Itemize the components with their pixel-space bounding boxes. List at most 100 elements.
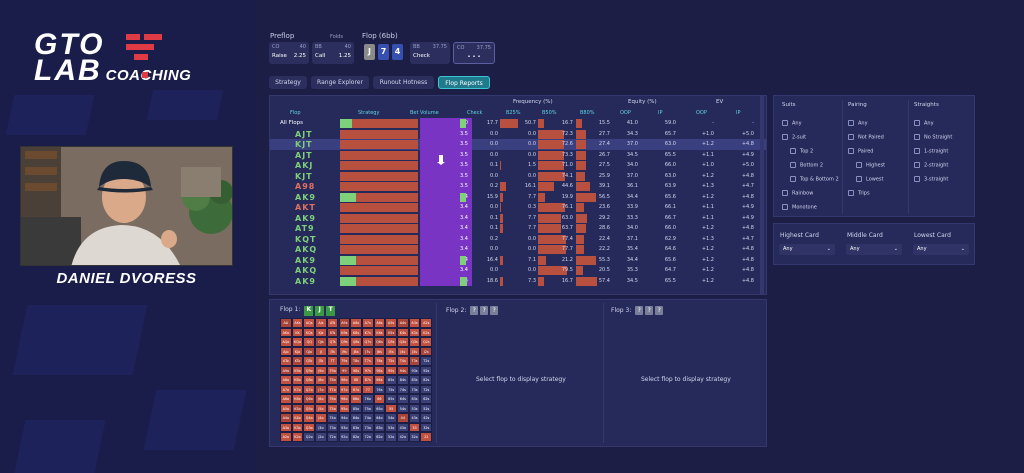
range-cell[interactable]: 92o	[338, 432, 351, 442]
range-cell[interactable]: 32s	[420, 422, 433, 432]
range-cell[interactable]: Q4s	[397, 337, 409, 347]
range-cell[interactable]: KJs	[315, 327, 327, 337]
filter-suits-option[interactable]: 2-suit	[782, 134, 806, 141]
tab-flop-reports[interactable]: Flop Reports	[438, 76, 490, 89]
filter-suits-option[interactable]: Top 2	[790, 148, 813, 155]
range-cell[interactable]: 66	[373, 394, 386, 404]
filter-pairing-option[interactable]: Not Paired	[848, 134, 884, 141]
range-cell[interactable]: 96o	[338, 394, 351, 404]
range-cell[interactable]: A5s	[385, 318, 397, 328]
range-cell[interactable]: 65s	[385, 394, 397, 404]
range-cell[interactable]: K3s	[408, 327, 421, 337]
range-cell[interactable]: QTo	[303, 356, 316, 366]
range-cell[interactable]: 87o	[350, 384, 362, 394]
col-strategy[interactable]: Strategy	[358, 110, 380, 116]
range-cell[interactable]: 84s	[397, 375, 409, 385]
range-cell[interactable]: JTs	[326, 346, 339, 356]
range-cell[interactable]: A3o	[280, 422, 292, 432]
range-cell[interactable]: QQ	[303, 337, 316, 347]
tab-runout-hotness[interactable]: Runout Hotness	[373, 76, 434, 89]
range-cell[interactable]: AQs	[303, 318, 316, 328]
range-cell[interactable]: 92s	[420, 365, 433, 375]
flop1-card[interactable]: K	[304, 306, 314, 316]
range-cell[interactable]: KQo	[291, 337, 304, 347]
range-cell[interactable]: KTs	[326, 327, 339, 337]
range-cell[interactable]: A5o	[280, 403, 292, 413]
lowest-card-select[interactable]: Any ⌄	[913, 244, 969, 255]
tab-range-explorer[interactable]: Range Explorer	[311, 76, 369, 89]
range-cell[interactable]: A4o	[280, 413, 292, 423]
range-cell[interactable]: T2s	[420, 356, 433, 366]
range-cell[interactable]: T7s	[361, 356, 374, 366]
range-cell[interactable]: KQs	[303, 327, 316, 337]
range-cell[interactable]: J9o	[315, 365, 327, 375]
range-cell[interactable]: 52s	[420, 403, 433, 413]
filter-pairing-option[interactable]: Lowest	[856, 176, 884, 183]
range-cell[interactable]: A9o	[280, 365, 292, 375]
range-cell[interactable]: AJo	[280, 346, 292, 356]
range-cell[interactable]: 76s	[373, 384, 386, 394]
range-cell[interactable]: 86s	[373, 375, 386, 385]
range-cell[interactable]: J6s	[373, 346, 386, 356]
range-cell[interactable]: 83s	[408, 375, 421, 385]
range-cell[interactable]: 53o	[385, 422, 397, 432]
range-cell[interactable]: QJo	[303, 346, 316, 356]
range-cell[interactable]: J7o	[315, 384, 327, 394]
table-row[interactable]: AKQ 3.4 0.0 0.0 79.5 20.5 35.3 64.7 +1.2 +4.8	[270, 265, 766, 276]
range-cell[interactable]: Q3s	[408, 337, 421, 347]
range-cell[interactable]: ATs	[326, 318, 339, 328]
range-cell[interactable]: 77	[361, 384, 374, 394]
range-cell[interactable]: J9s	[338, 346, 351, 356]
filter-pairing-option[interactable]: Highest	[856, 162, 885, 169]
range-cell[interactable]: A7o	[280, 384, 292, 394]
range-cell[interactable]: 64s	[397, 394, 409, 404]
range-cell[interactable]: A7s	[361, 318, 374, 328]
range-cell[interactable]: 73s	[408, 384, 421, 394]
range-cell[interactable]: 93s	[408, 365, 421, 375]
range-cell[interactable]: 75s	[385, 384, 397, 394]
col-b80[interactable]: B80%	[580, 110, 595, 116]
card-placeholder[interactable]: ?	[490, 306, 499, 315]
checkbox[interactable]	[856, 162, 862, 168]
range-cell[interactable]: Q4o	[303, 413, 316, 423]
table-row[interactable]: AJT 3.5 0.0 0.0 73.3 26.7 34.5 65.5 +1.1 +4.9	[270, 149, 766, 160]
checkbox[interactable]	[790, 148, 796, 154]
range-cell[interactable]: A6s	[373, 318, 386, 328]
middle-card-select[interactable]: Any ⌄	[846, 244, 902, 255]
range-cell[interactable]: J6o	[315, 394, 327, 404]
range-cell[interactable]: 94o	[338, 413, 351, 423]
checkbox[interactable]	[914, 134, 920, 140]
checkbox[interactable]	[856, 176, 862, 182]
filter-straights-option[interactable]: 3-straight	[914, 176, 948, 183]
range-cell[interactable]: 97o	[338, 384, 351, 394]
range-cell[interactable]: J7s	[361, 346, 374, 356]
table-row[interactable]: A98 3.5 0.2 16.1 44.6 39.1 36.1 63.9 +1.3 +4.7	[270, 181, 766, 192]
range-cell[interactable]: 87s	[361, 375, 374, 385]
range-cell[interactable]: 99	[338, 365, 351, 375]
range-cell[interactable]: 64o	[373, 413, 386, 423]
range-cell[interactable]: AQo	[280, 337, 292, 347]
col-ip-eq[interactable]: IP	[658, 110, 663, 116]
col-check[interactable]: Check	[467, 110, 483, 116]
range-cell[interactable]: ATo	[280, 356, 292, 366]
range-cell[interactable]: J8s	[350, 346, 362, 356]
range-cell[interactable]: 82s	[420, 375, 433, 385]
range-cell[interactable]: 95o	[338, 403, 351, 413]
range-cell[interactable]: A3s	[408, 318, 421, 328]
checkbox[interactable]	[848, 190, 854, 196]
range-cell[interactable]: 98s	[350, 365, 362, 375]
range-cell[interactable]: 43o	[397, 422, 409, 432]
range-cell[interactable]: J3s	[408, 346, 421, 356]
range-cell[interactable]: AA	[280, 318, 292, 328]
range-cell[interactable]: 85o	[350, 403, 362, 413]
range-cell[interactable]: J4o	[315, 413, 327, 423]
range-cell[interactable]: T6s	[373, 356, 386, 366]
range-cell[interactable]: A2s	[420, 318, 433, 328]
flop1-card[interactable]: J	[315, 306, 325, 316]
range-cell[interactable]: 75o	[361, 403, 374, 413]
range-cell[interactable]: K5o	[291, 403, 304, 413]
filter-straights-option[interactable]: 1-straight	[914, 148, 948, 155]
range-cell[interactable]: 93o	[338, 422, 351, 432]
filter-straights-option[interactable]: 2-straight	[914, 162, 948, 169]
